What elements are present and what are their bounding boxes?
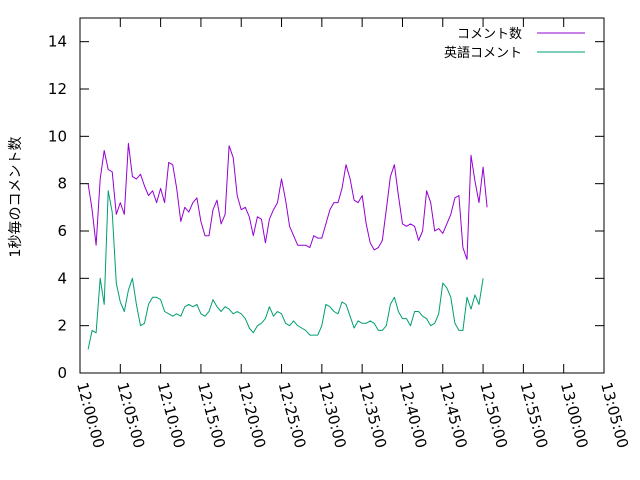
y-tick-label: 14 bbox=[48, 33, 67, 51]
x-axis-ticks: 12:00:00 12:05:00 12:10:00 12:15:00 12:20:00… bbox=[73, 18, 632, 450]
plot-frame bbox=[79, 17, 605, 374]
x-tick-label: 12:05:00 bbox=[113, 380, 148, 450]
y-tick-label: 8 bbox=[57, 175, 67, 193]
x-tick-label: 12:40:00 bbox=[396, 380, 431, 450]
y-axis-label-group: 1秒毎のコメント数 bbox=[8, 137, 24, 258]
x-tick-label: 12:20:00 bbox=[234, 380, 269, 450]
x-tick-label: 12:55:00 bbox=[517, 380, 552, 450]
x-tick-label: 12:30:00 bbox=[315, 380, 350, 450]
y-axis-ticks: 0 2 4 6 8 10 12 14 bbox=[48, 33, 604, 382]
x-tick-label: 13:05:00 bbox=[597, 380, 632, 450]
x-tick-label: 12:25:00 bbox=[275, 380, 310, 450]
x-tick-label: 12:50:00 bbox=[476, 380, 511, 450]
y-tick-label: 2 bbox=[57, 317, 67, 335]
x-tick-label: 12:15:00 bbox=[194, 380, 229, 450]
x-tick-label: 12:45:00 bbox=[436, 380, 471, 450]
y-axis-label: 1秒毎のコメント数 bbox=[8, 137, 24, 258]
y-tick-label: 0 bbox=[57, 364, 67, 382]
series-layer bbox=[87, 142, 488, 350]
y-tick-label: 4 bbox=[57, 269, 67, 287]
series-line-2 bbox=[87, 190, 484, 350]
legend-label: コメント数 bbox=[457, 27, 522, 42]
legend-label: 英語コメント bbox=[444, 45, 522, 61]
x-tick-label: 12:10:00 bbox=[154, 380, 189, 450]
y-tick-label: 6 bbox=[57, 222, 67, 240]
x-tick-label: 12:35:00 bbox=[355, 380, 390, 450]
x-tick-label: 13:00:00 bbox=[557, 380, 592, 450]
y-tick-label: 10 bbox=[48, 127, 67, 145]
x-tick-label: 12:00:00 bbox=[73, 380, 108, 450]
y-tick-label: 12 bbox=[48, 80, 67, 98]
series-line-1 bbox=[87, 142, 488, 260]
